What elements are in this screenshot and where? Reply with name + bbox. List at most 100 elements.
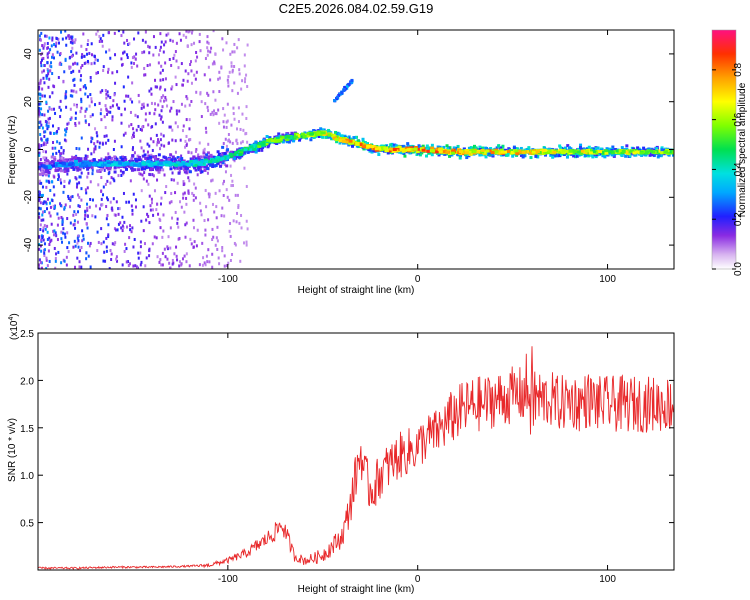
- noise-cell: [144, 118, 147, 122]
- noise-cell: [79, 249, 82, 253]
- ridge-cell: [200, 159, 205, 163]
- noise-cell: [199, 201, 202, 205]
- band-cell: [285, 140, 289, 144]
- noise-cell: [166, 257, 169, 261]
- noise-cell: [109, 95, 112, 99]
- y-tick-label: 2.0: [20, 376, 34, 387]
- ridge-cell: [350, 139, 355, 143]
- noise-cell: [146, 64, 149, 68]
- ridge-cell: [106, 161, 111, 165]
- band-cell: [337, 132, 341, 136]
- noise-cell: [162, 94, 165, 98]
- noise-cell: [57, 75, 60, 79]
- noise-cell: [52, 56, 55, 60]
- ridge-cell: [465, 151, 470, 155]
- noise-cell: [228, 198, 231, 202]
- band-cell: [445, 144, 449, 148]
- ridge-cell: [472, 150, 477, 154]
- noise-cell: [73, 103, 76, 107]
- noise-cell: [75, 185, 78, 189]
- ridge-cell: [153, 161, 158, 165]
- noise-cell: [80, 187, 83, 191]
- ridge-cell: [264, 142, 269, 146]
- noise-cell: [87, 39, 90, 43]
- band-cell: [232, 157, 236, 161]
- noise-cell: [158, 217, 161, 221]
- noise-cell: [128, 42, 131, 46]
- ridge-cell: [490, 151, 495, 155]
- noise-cell: [190, 100, 193, 104]
- noise-cell: [246, 227, 249, 231]
- ridge-cell: [355, 141, 360, 145]
- ridge-cell: [528, 151, 533, 155]
- ridge-cell: [415, 150, 420, 154]
- band-cell: [169, 167, 173, 171]
- band-cell: [591, 148, 595, 152]
- noise-cell: [85, 222, 88, 226]
- noise-cell: [38, 87, 41, 91]
- ridge-cell: [333, 136, 338, 140]
- band-cell: [87, 165, 91, 169]
- noise-cell: [132, 146, 135, 150]
- noise-cell: [43, 42, 46, 46]
- band-cell: [131, 154, 135, 158]
- noise-cell: [69, 40, 72, 44]
- ridge-cell: [591, 150, 596, 154]
- noise-cell: [65, 139, 68, 143]
- band-cell: [144, 166, 148, 170]
- noise-cell: [172, 56, 175, 60]
- ridge-cell: [406, 148, 411, 152]
- ridge-cell: [370, 144, 375, 148]
- ridge-cell: [550, 149, 555, 153]
- noise-cell: [39, 78, 42, 82]
- band-cell: [424, 154, 428, 158]
- noise-cell: [180, 262, 183, 266]
- band-cell: [72, 167, 76, 171]
- ridge-cell: [173, 163, 178, 167]
- noise-cell: [163, 43, 166, 47]
- noise-cell: [217, 108, 220, 112]
- noise-cell: [154, 45, 157, 49]
- noise-cell: [60, 261, 63, 265]
- noise-cell: [63, 232, 66, 236]
- noise-cell: [210, 46, 213, 50]
- ridge-cell: [129, 163, 134, 167]
- noise-cell: [100, 197, 103, 201]
- noise-cell: [46, 61, 49, 65]
- noise-cell: [38, 144, 41, 148]
- noise-cell: [106, 90, 109, 94]
- ridge-cell: [421, 148, 426, 152]
- noise-cell: [62, 79, 65, 83]
- ridge-cell: [306, 132, 311, 136]
- noise-cell: [221, 37, 224, 41]
- noise-cell: [134, 198, 137, 202]
- ridge-cell: [334, 138, 339, 142]
- noise-cell: [85, 251, 88, 255]
- noise-cell: [207, 218, 210, 222]
- noise-cell: [140, 189, 143, 193]
- noise-cell: [78, 265, 81, 269]
- noise-cell: [221, 246, 224, 250]
- noise-cell: [106, 196, 109, 200]
- noise-cell: [43, 113, 46, 117]
- band-cell: [506, 153, 510, 157]
- colorbar-frame: [711, 29, 737, 270]
- noise-cell: [42, 56, 45, 60]
- noise-cell: [55, 151, 58, 155]
- noise-cell: [153, 189, 156, 193]
- noise-cell: [120, 121, 123, 125]
- band-cell: [430, 143, 434, 147]
- noise-cell: [38, 125, 41, 129]
- ridge-cell: [413, 147, 418, 151]
- ridge-cell: [74, 163, 79, 167]
- noise-cell: [241, 140, 244, 144]
- noise-cell: [227, 132, 230, 136]
- noise-cell: [185, 35, 188, 39]
- band-cell: [659, 154, 663, 158]
- noise-cell: [111, 115, 114, 119]
- ridge-cell: [391, 149, 396, 153]
- noise-cell: [58, 105, 61, 109]
- noise-cell: [237, 38, 240, 42]
- band-cell: [565, 155, 569, 159]
- band-cell: [454, 146, 458, 150]
